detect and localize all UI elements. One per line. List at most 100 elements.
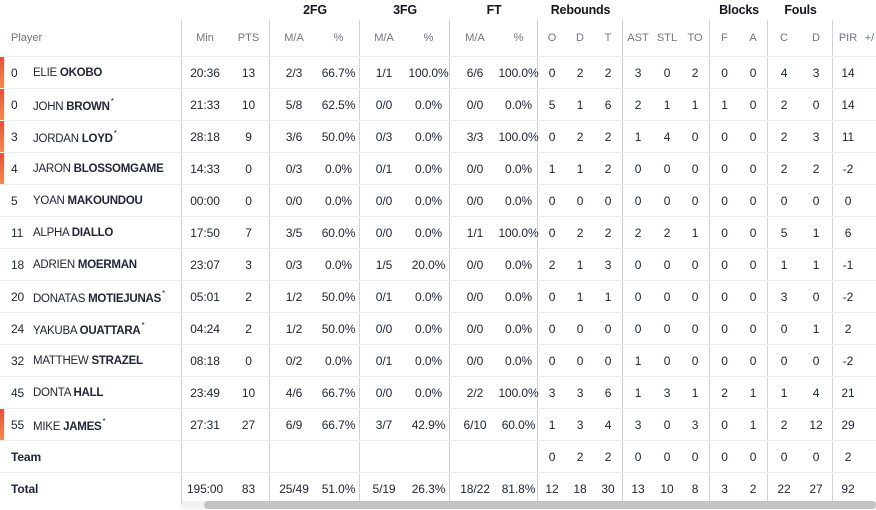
- stat-cell: 0: [548, 65, 556, 80]
- jersey-number: 20: [11, 289, 24, 304]
- stat-cell: 0/0: [466, 289, 484, 304]
- col-header-to: TO: [681, 20, 710, 56]
- player-row[interactable]: 32 MATTHEW STRAZEL 08:18 0 0/2 0.0% 0/1 0.0% 0/0…: [0, 345, 876, 377]
- stat-cell: -2: [842, 289, 854, 304]
- stat-cell: 20.0%: [408, 249, 450, 280]
- stat-cell: 2: [594, 57, 623, 88]
- player-row[interactable]: 3 JORDAN LOYD* 28:18 9 3/6 50.0% 0/3 0.0% 3/3 100…: [0, 121, 876, 153]
- stat-cell: 0.0%: [500, 281, 538, 312]
- jersey-number: 0: [11, 65, 18, 80]
- stat-cell: 0/0: [466, 321, 484, 336]
- horizontal-scrollbar[interactable]: [182, 501, 876, 509]
- player-row[interactable]: 5 YOAN MAKOUNDOU 00:00 0 0/0 0.0% 0/0 0.0% 0/0 0.…: [0, 185, 876, 217]
- stat-cell: 1: [780, 385, 788, 400]
- stat-cell: 1: [576, 257, 584, 272]
- stat-cell: 3: [576, 417, 584, 432]
- stat-cell: 0: [663, 449, 671, 464]
- col-header-reb-d: D: [576, 32, 584, 44]
- stat-cell: 3: [780, 289, 788, 304]
- stat-cell: 1: [800, 217, 833, 248]
- stat-cell: 1: [681, 377, 710, 408]
- stat-cell: 1: [780, 257, 788, 272]
- stat-cell: 3: [800, 121, 833, 152]
- stat-cell: 2: [780, 97, 788, 112]
- stat-cell: 1/2: [285, 289, 303, 304]
- stat-cell: 23:07: [190, 257, 220, 272]
- stat-cell: 0: [800, 441, 833, 472]
- jersey-number: 4: [11, 161, 18, 176]
- stat-cell: 0: [548, 321, 556, 336]
- stat-cell: 3: [721, 482, 728, 496]
- stat-cell: 5/19: [372, 482, 396, 496]
- stat-cell: 0: [681, 441, 710, 472]
- stat-cell: 6/9: [285, 417, 303, 432]
- player-row[interactable]: 45 DONTA HALL 23:49 10 4/6 66.7% 0/0 0.0% 2/2 100…: [0, 377, 876, 409]
- player-cell: 32 MATTHEW STRAZEL: [0, 345, 182, 376]
- stat-cell: 8: [681, 473, 710, 505]
- stat-cell: 21:33: [190, 97, 220, 112]
- stat-cell: 0.0%: [318, 185, 360, 216]
- player-name: MATTHEW STRAZEL: [33, 354, 143, 367]
- stat-cell: 1: [681, 89, 710, 120]
- jersey-number: 11: [11, 225, 24, 240]
- player-row[interactable]: 11 ALPHA DIALLO 17:50 7 3/5 60.0% 0/0 0.0% 1/1 10…: [0, 217, 876, 249]
- stat-cell: 0/0: [466, 353, 484, 368]
- stat-cell: 66.7%: [318, 377, 360, 408]
- stat-cell: 2: [228, 313, 270, 344]
- stat-cell: [863, 57, 876, 88]
- stat-cell: 0.0%: [318, 249, 360, 280]
- stat-cell: 0/2: [285, 353, 303, 368]
- player-row[interactable]: 0 ELIE OKOBO 20:36 13 2/3 66.7% 1/1 100.0% 6/6 10…: [0, 57, 876, 89]
- stat-cell: 3: [576, 385, 584, 400]
- stat-cell: 2/3: [285, 65, 303, 80]
- group-header-blocks: Blocks: [719, 3, 759, 17]
- player-row[interactable]: 20 DONATAS MOTIEJUNAS* 05:01 2 1/2 50.0% 0/1 0.…: [0, 281, 876, 313]
- stat-cell: 0: [681, 153, 710, 184]
- player-row[interactable]: 55 MIKE JAMES* 27:31 27 6/9 66.7% 3/7 42.9% 6/10…: [0, 409, 876, 441]
- col-header-reb-t: T: [594, 20, 623, 56]
- stat-cell: 3: [634, 417, 642, 432]
- stat-cell: 0: [576, 353, 584, 368]
- stat-cell: 0: [681, 313, 710, 344]
- group-header-row: 2FG 3FG FT Rebounds Blocks Fouls: [0, 0, 876, 20]
- stat-cell: 6: [594, 89, 623, 120]
- stat-cell: 0: [634, 449, 642, 464]
- stat-cell: 0: [739, 57, 768, 88]
- stat-cell: 60.0%: [500, 409, 538, 440]
- player-row[interactable]: 0 JOHN BROWN* 21:33 10 5/8 62.5% 0/0 0.0% 0/0 0.0…: [0, 89, 876, 121]
- stat-cell: 0: [780, 449, 788, 464]
- player-row[interactable]: 24 YAKUBA OUATTARA* 04:24 2 1/2 50.0% 0/0 0.0% 0…: [0, 313, 876, 345]
- player-name: JOHN BROWN*: [33, 96, 114, 113]
- stat-cell: 1/2: [285, 321, 303, 336]
- col-header-min: Min: [196, 32, 214, 44]
- stat-cell: 2: [228, 281, 270, 312]
- stat-cell: [270, 441, 318, 472]
- stat-cell: 0: [739, 249, 768, 280]
- stat-cell: 0.0%: [500, 249, 538, 280]
- stat-cell: 0.0%: [500, 185, 538, 216]
- col-header-2fg-pct: %: [318, 20, 360, 56]
- player-name: ELIE OKOBO: [33, 66, 103, 79]
- total-row: Total 195:00 83 25/49 51.0% 5/19 26.3% 18/22 81.…: [0, 473, 876, 505]
- stat-cell: 2: [721, 385, 728, 400]
- player-row[interactable]: 18 ADRIEN MOERMAN 23:07 3 0/3 0.0% 1/5 20.0% 0/0…: [0, 249, 876, 281]
- stat-cell: 50.0%: [318, 313, 360, 344]
- stat-cell: [863, 441, 876, 472]
- stat-cell: 0: [721, 129, 728, 144]
- player-cell: 0 JOHN BROWN*: [0, 89, 182, 120]
- stat-cell: 3: [663, 385, 671, 400]
- stat-cell: 13: [631, 482, 645, 496]
- stat-cell: 0: [739, 281, 768, 312]
- stat-cell: 29: [841, 417, 855, 432]
- stat-cell: 2/2: [466, 385, 484, 400]
- stat-cell: 6/6: [466, 65, 484, 80]
- player-row[interactable]: 4 JARON BLOSSOMGAME 14:33 0 0/3 0.0% 0/1 0.0% 0/…: [0, 153, 876, 185]
- stat-cell: 0/0: [466, 193, 484, 208]
- stat-cell: 0: [594, 185, 623, 216]
- col-header-plusminus: +/: [864, 32, 875, 44]
- stat-cell: 5: [548, 97, 556, 112]
- stat-cell: 18/22: [460, 482, 490, 496]
- scrollbar-thumb[interactable]: [204, 501, 876, 509]
- stat-cell: 0.0%: [408, 217, 450, 248]
- stat-cell: 1: [800, 249, 833, 280]
